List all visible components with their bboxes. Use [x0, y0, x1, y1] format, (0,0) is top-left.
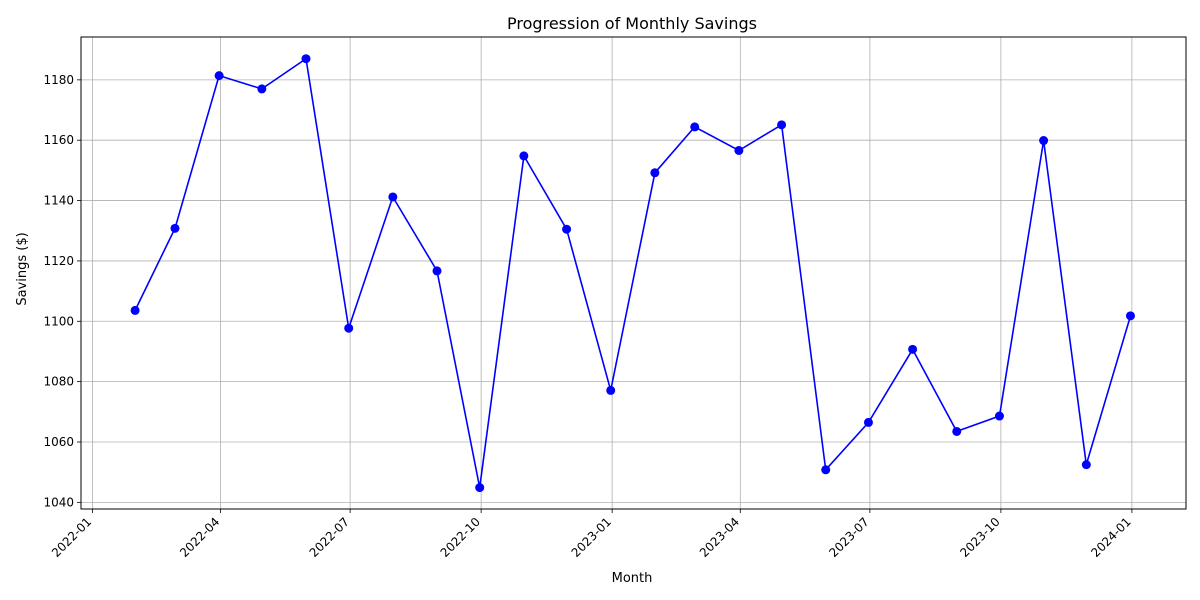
data-point: [1039, 136, 1049, 146]
data-point: [908, 344, 918, 354]
data-point: [432, 266, 442, 276]
data-point: [562, 224, 572, 234]
data-point: [1081, 460, 1091, 470]
data-point: [519, 151, 529, 161]
tick-layer: 1040 1060 1080 1100 1120 1140 1160 1180 2022-01 2…: [43, 73, 1133, 560]
data-point: [734, 145, 744, 155]
series-layer: [130, 54, 1135, 493]
data-point: [690, 122, 700, 132]
grid-layer: [81, 37, 1186, 509]
x-tick-label: 2022-04: [177, 515, 222, 560]
y-tick-label: 1140: [43, 194, 74, 208]
data-point: [344, 323, 354, 333]
data-point: [257, 84, 267, 94]
data-point: [475, 483, 485, 493]
x-tick-label: 2022-01: [49, 515, 94, 560]
data-point: [650, 168, 660, 178]
x-tick-label: 2022-10: [438, 515, 483, 560]
data-point: [388, 192, 398, 202]
data-point: [301, 54, 311, 64]
y-tick-label: 1120: [43, 254, 74, 268]
data-point: [606, 385, 616, 395]
x-axis-label: Month: [612, 571, 653, 586]
data-point: [170, 223, 180, 233]
y-tick-label: 1100: [43, 314, 74, 328]
y-tick-label: 1080: [43, 375, 74, 389]
y-tick-label: 1180: [43, 73, 74, 87]
data-point: [994, 411, 1004, 421]
data-point: [777, 120, 787, 130]
data-point: [1125, 311, 1135, 321]
data-point: [821, 465, 831, 475]
data-point: [863, 417, 873, 427]
chart-title: Progression of Monthly Savings: [507, 14, 757, 33]
y-tick-label: 1060: [43, 435, 74, 449]
x-tick-label: 2023-10: [957, 515, 1002, 560]
plot-frame: [80, 36, 1187, 510]
y-tick-label: 1160: [43, 133, 74, 147]
data-point: [952, 426, 962, 436]
data-point: [214, 71, 224, 81]
x-tick-label: 2024-01: [1088, 515, 1133, 560]
series-line: [134, 57, 1132, 488]
y-tick-label: 1040: [43, 495, 74, 509]
x-tick-label: 2023-04: [697, 515, 742, 560]
x-tick-label: 2023-07: [826, 515, 871, 560]
y-axis-label: Savings ($): [15, 232, 30, 305]
x-tick-label: 2023-01: [569, 515, 614, 560]
data-point: [130, 305, 140, 315]
x-tick-label: 2022-07: [307, 515, 352, 560]
